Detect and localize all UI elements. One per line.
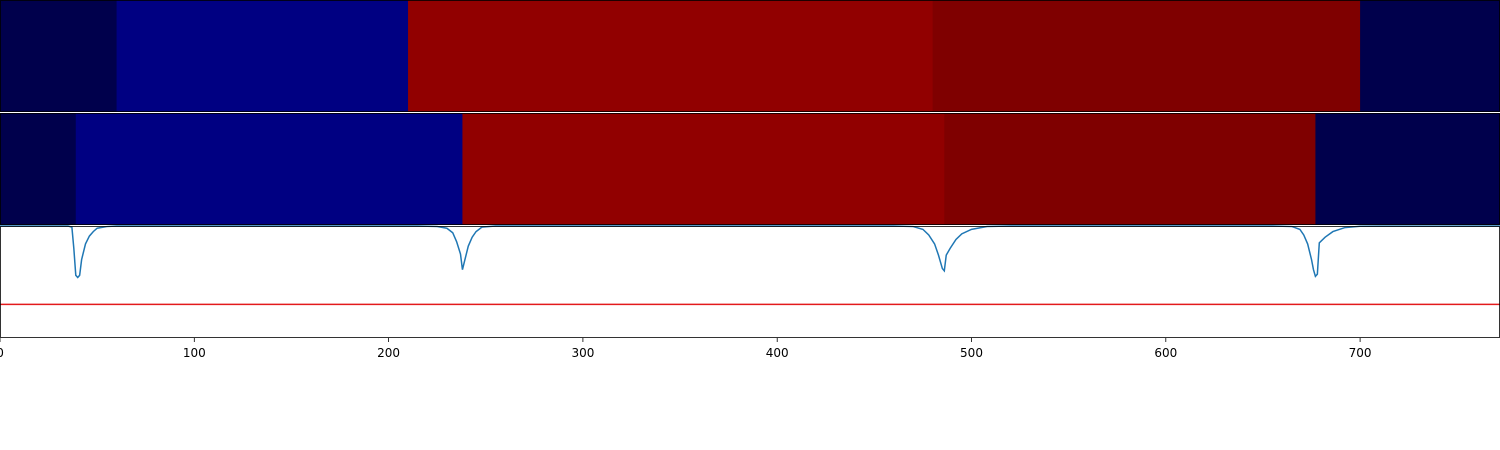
row-2-segment-4: [944, 113, 1316, 225]
boundary-probability-line: [0, 225, 1500, 279]
line-panel-background: [0, 226, 1500, 338]
row-1-segment-4: [932, 0, 1361, 112]
row-1-segment-1: [0, 0, 118, 112]
x-tick-label-500: 500: [960, 346, 983, 360]
row-1-segment-5: [1360, 0, 1500, 112]
row-2-segment-3: [462, 113, 945, 225]
row-2-segment-2: [75, 113, 463, 225]
boundary-probability-panel: [0, 225, 1500, 338]
x-tick-label-600: 600: [1154, 346, 1177, 360]
x-tick-label-100: 100: [183, 346, 206, 360]
x-tick-label-300: 300: [571, 346, 594, 360]
row-1-segment-3: [408, 0, 934, 112]
segmentation-rows: [0, 0, 1500, 225]
row-2-segment-1: [0, 113, 77, 225]
x-tick-label-0: 0: [0, 346, 4, 360]
x-axis: 0 100 200 300 400 500 600 700: [0, 338, 1372, 360]
x-tick-label-200: 200: [377, 346, 400, 360]
x-tick-label-700: 700: [1349, 346, 1372, 360]
x-tick-label-400: 400: [766, 346, 789, 360]
row-1-segment-2: [116, 0, 409, 112]
row-2-segment-5: [1315, 113, 1500, 225]
